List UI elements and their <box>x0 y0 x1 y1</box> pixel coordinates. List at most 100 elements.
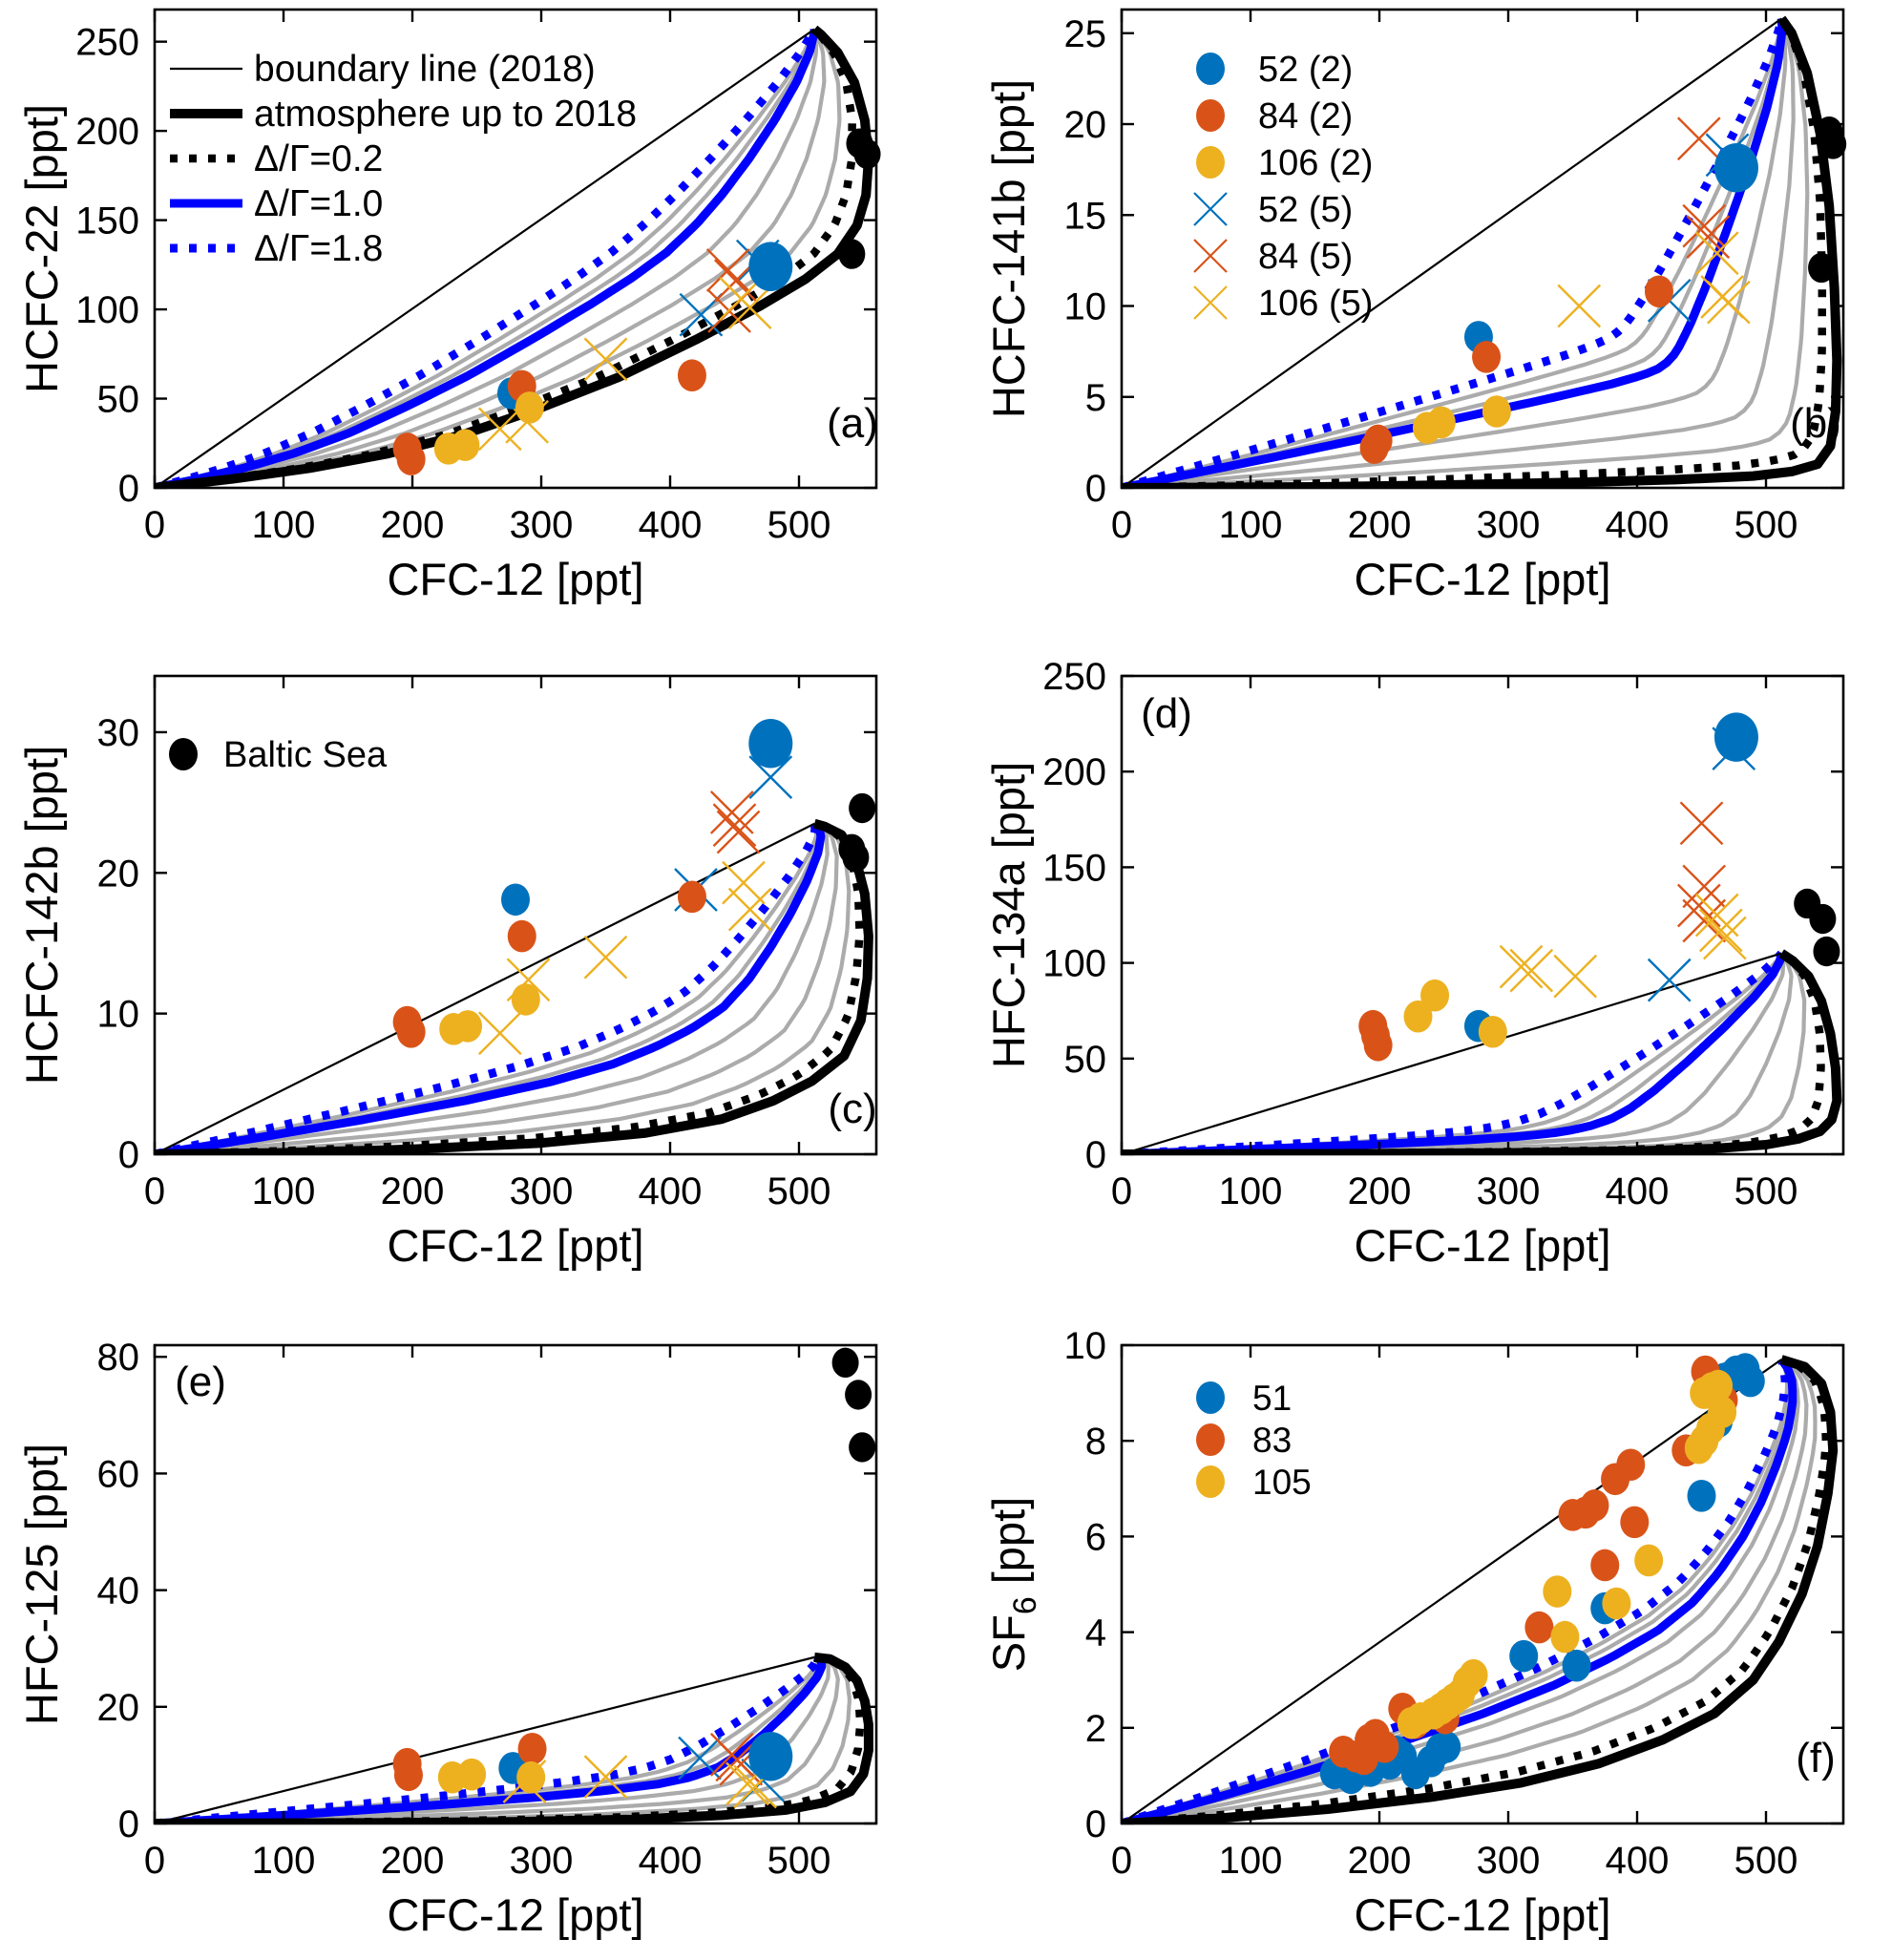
curve-boundary-line-2018 <box>1121 17 1782 489</box>
baltic-sea-point <box>1808 252 1836 284</box>
y-axis-label: HCFC-22 [ppt] <box>16 104 67 393</box>
data-point-x <box>1499 944 1544 989</box>
legend-label: boundary line (2018) <box>254 49 596 90</box>
curve-boundary-line-2018 <box>154 28 815 489</box>
curve-gray-family <box>154 821 830 1155</box>
x-tick-label: 100 <box>1219 504 1283 546</box>
data-point-circle <box>1509 1639 1539 1673</box>
x-tick-label: 100 <box>252 1840 316 1882</box>
panel-d: 0 100 200 300 400 500 0 50 100 150 200 250 CFC-12 [p… <box>983 656 1845 1271</box>
curve-gray-family <box>1121 17 1796 489</box>
data-point-x <box>583 935 628 980</box>
x-tick-label: 500 <box>767 1840 831 1882</box>
series-106-5- <box>502 1755 777 1809</box>
panel-letter-c: (c) <box>828 1085 876 1132</box>
data-point-x <box>716 810 761 854</box>
data-point-circle <box>1713 142 1758 193</box>
data-point-circle <box>457 1758 487 1791</box>
y-tick-label: 20 <box>97 1687 140 1729</box>
legend-label: 52 (5) <box>1258 190 1353 230</box>
data-point-x <box>1557 284 1602 328</box>
curve-gray-family <box>154 821 851 1155</box>
x-tick-label: 300 <box>510 504 574 546</box>
data-point-circle <box>1478 1015 1507 1048</box>
curves-f <box>1121 1355 1839 1824</box>
data-point-circle <box>748 718 793 769</box>
curve-boundary-line-2018 <box>154 1655 815 1824</box>
curves-b <box>1121 15 1842 489</box>
panel-b: 0 100 200 300 400 500 0 5 10 15 20 25 CFC-12 [ppt] HC… <box>983 8 1847 604</box>
series-105 <box>1397 1369 1737 1739</box>
baltic-sea-point <box>849 792 876 824</box>
legend-panel-a: boundary line (2018)atmosphere up to 201… <box>170 49 637 269</box>
y-tick-label: 2 <box>1085 1708 1106 1750</box>
series-52-2-large <box>748 718 793 769</box>
curve-delta-gamma-1.0 <box>1121 18 1787 489</box>
data-point-circle <box>1426 406 1456 439</box>
data-point-x <box>1686 215 1731 259</box>
data-point-circle <box>1370 1731 1399 1763</box>
legend-marker-circle <box>169 738 198 770</box>
data-point-x <box>727 887 772 932</box>
y-tick-label: 0 <box>1085 468 1106 510</box>
data-point-circle <box>1687 1480 1716 1512</box>
legend-label: 84 (2) <box>1258 96 1353 137</box>
panel-letter-d: (d) <box>1141 690 1192 737</box>
y-axis-label: HFC-134a [ppt] <box>983 762 1034 1068</box>
curve-gray-family <box>1121 18 1784 489</box>
baltic-sea-point <box>849 1432 876 1463</box>
y-tick-label: 4 <box>1085 1612 1106 1654</box>
y-tick-label: 200 <box>75 111 139 153</box>
data-point-x <box>1647 958 1692 1002</box>
data-point-circle <box>748 1731 793 1781</box>
data-point-x <box>705 248 750 292</box>
legend-label: Δ/Γ=1.8 <box>254 228 383 269</box>
baltic-sea-point <box>1819 129 1847 159</box>
ticks-d: 0 100 200 300 400 500 0 50 100 150 200 250 <box>1042 656 1843 1212</box>
series-106-2- <box>439 983 540 1045</box>
x-tick-label: 400 <box>1606 504 1670 546</box>
curve-boundary-line-2018 <box>1121 1359 1782 1824</box>
data-point-x <box>1682 203 1727 248</box>
data-point-circle <box>1644 275 1673 308</box>
ticks-a: 0 100 200 300 400 500 0 50 100 150 200 250 <box>75 10 876 546</box>
data-point-x <box>748 755 793 799</box>
data-point-circle <box>1472 341 1502 373</box>
x-tick-label: 300 <box>1477 1840 1541 1882</box>
curve-atmosphere-up-to-2018 <box>154 1652 873 1824</box>
series-106-2- <box>433 391 544 465</box>
ticks-e: 0 100 200 300 400 500 0 20 40 60 80 <box>97 1337 876 1882</box>
series-baltic-sea <box>1794 888 1840 967</box>
series-106-5- <box>477 860 772 1056</box>
x-tick-label: 0 <box>144 1840 165 1882</box>
series-52-2-large <box>1713 142 1758 193</box>
curve-delta-gamma-0.2 <box>154 26 856 489</box>
x-tick-label: 500 <box>1734 1840 1798 1882</box>
curve-atmosphere-up-to-2018 <box>1121 949 1842 1155</box>
plot-box-d <box>1120 674 1845 1156</box>
y-tick-label: 250 <box>75 22 139 64</box>
data-point-circle <box>396 443 426 475</box>
baltic-sea-point <box>842 842 870 873</box>
data-point-circle <box>511 983 540 1016</box>
y-tick-label: 0 <box>118 1803 139 1845</box>
data-point-circle <box>1432 1731 1461 1763</box>
panel-a: 0 100 200 300 400 500 0 50 100 150 200 250 CFC-12 [p… <box>16 8 881 604</box>
legend-label: 106 (2) <box>1258 143 1373 183</box>
legend-label: 83 <box>1252 1421 1292 1460</box>
x-axis-label: CFC-12 [ppt] <box>387 1220 643 1271</box>
curve-gray-family <box>1121 17 1788 489</box>
curve-gray-family <box>154 29 819 489</box>
curve-boundary-line-2018 <box>154 822 815 1155</box>
y-tick-label: 250 <box>1042 656 1106 698</box>
data-point-x <box>1694 231 1739 276</box>
x-tick-label: 0 <box>1111 504 1132 546</box>
x-tick-label: 0 <box>1111 1170 1132 1212</box>
baltic-sea-point <box>845 1380 872 1410</box>
y-tick-label: 20 <box>97 853 140 895</box>
data-point-circle <box>1550 1620 1580 1654</box>
legend-marker-circle <box>1196 99 1225 132</box>
panel-c: 0 100 200 300 400 500 0 10 20 30 CFC-12 [ppt] HCFC-… <box>16 674 878 1271</box>
